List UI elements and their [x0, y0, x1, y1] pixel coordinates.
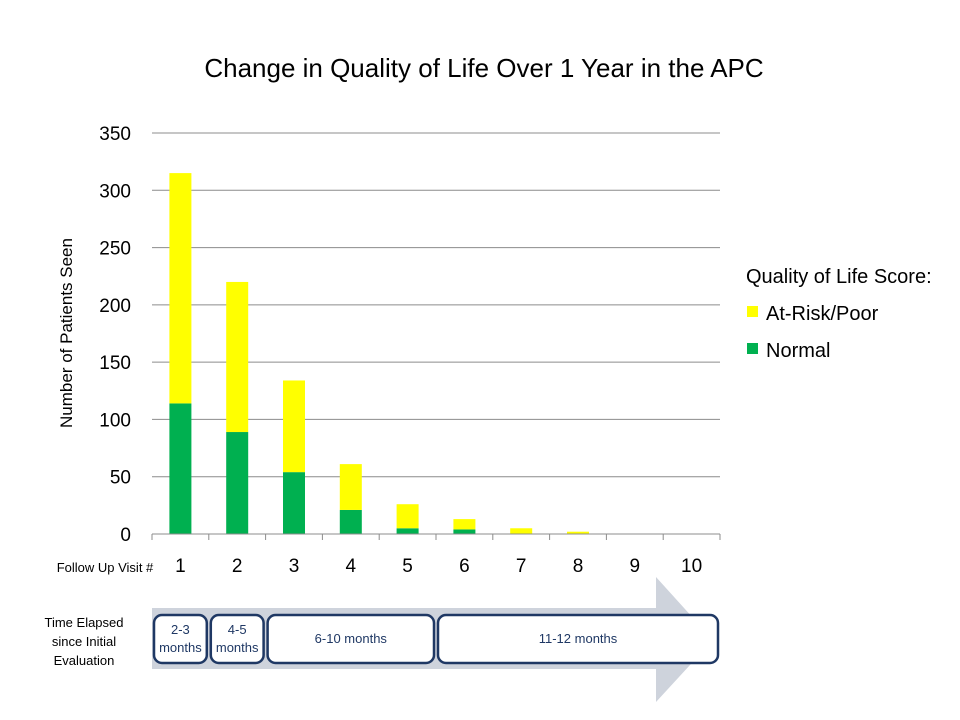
- y-tick-label: 250: [99, 239, 131, 260]
- legend-swatch: [747, 343, 758, 354]
- x-axis-label: Follow Up Visit #: [57, 560, 154, 575]
- timeline-period: 6-10 months: [266, 613, 436, 665]
- timeline-label-line: Evaluation: [54, 653, 115, 668]
- timeline-period: 11-12 months: [436, 613, 720, 665]
- y-tick-label: 50: [110, 468, 131, 489]
- timeline-period-label: months: [159, 640, 202, 655]
- timeline-period-box: [209, 613, 265, 665]
- timeline-period: 2-3 months: [152, 613, 209, 665]
- bar-at-risk-poor: [169, 173, 192, 404]
- bar-normal: [226, 432, 249, 534]
- bar-normal: [339, 509, 362, 534]
- category-label: 8: [573, 556, 584, 577]
- timeline-period-box: [266, 613, 436, 665]
- y-tick-label: 300: [99, 181, 131, 202]
- y-axis-label: Number of Patients Seen: [57, 238, 76, 428]
- bar-at-risk-poor: [567, 531, 589, 534]
- timeline-period-label: 6-10 months: [315, 631, 388, 646]
- category-label: 2: [232, 556, 243, 577]
- timeline-period-box: [152, 613, 209, 665]
- category-label: 6: [459, 556, 470, 577]
- bar-at-risk-poor: [226, 281, 249, 433]
- category-label: 9: [630, 556, 641, 577]
- y-tick-labels: 0 50 100 150 200 250 300 350: [99, 124, 131, 546]
- bar-at-risk-poor: [339, 464, 362, 510]
- timeline-period-label: 2-3: [171, 622, 190, 637]
- x-tick-marks: [151, 534, 721, 540]
- category-label: 10: [681, 556, 702, 577]
- legend: Quality of Life Score: At-Risk/Poor Norma…: [746, 266, 932, 362]
- bar-normal: [396, 528, 419, 534]
- category-label: 3: [289, 556, 300, 577]
- y-tick-label: 0: [120, 525, 131, 546]
- bar-at-risk-poor: [396, 504, 419, 529]
- category-labels: 1 2 3 4 5 6 7 8 9 10: [175, 556, 702, 577]
- category-label: 4: [346, 556, 357, 577]
- legend-item: At-Risk/Poor: [766, 303, 879, 325]
- y-tick-label: 150: [99, 353, 131, 374]
- timeline-label-line: Time Elapsed: [45, 615, 124, 630]
- category-label: 1: [175, 556, 186, 577]
- timeline-period-label: 4-5: [228, 622, 247, 637]
- category-label: 5: [402, 556, 413, 577]
- y-tick-label: 200: [99, 296, 131, 317]
- timeline-period: 4-5 months: [209, 613, 265, 665]
- bar-at-risk-poor: [453, 519, 476, 530]
- y-tick-label: 350: [99, 124, 131, 145]
- legend-title: Quality of Life Score:: [746, 266, 932, 288]
- legend-swatch: [747, 306, 758, 317]
- chart-title: Change in Quality of Life Over 1 Year in…: [204, 53, 763, 83]
- timeline-label: Time Elapsed since Initial Evaluation: [45, 615, 124, 668]
- y-tick-label: 100: [99, 410, 131, 431]
- bar-at-risk-poor: [510, 528, 533, 534]
- bar-at-risk-poor: [283, 380, 305, 473]
- bar-normal: [169, 403, 192, 534]
- bars: [169, 173, 589, 534]
- bar-normal: [283, 472, 305, 534]
- timeline: Time Elapsed since Initial Evaluation 2-3 m…: [45, 577, 720, 702]
- timeline-period-label: 11-12 months: [539, 631, 618, 646]
- legend-item: Normal: [766, 340, 830, 362]
- bar-normal: [453, 529, 476, 534]
- category-label: 7: [516, 556, 527, 577]
- timeline-period-box: [436, 613, 720, 665]
- timeline-label-line: since Initial: [52, 634, 116, 649]
- timeline-period-label: months: [216, 640, 259, 655]
